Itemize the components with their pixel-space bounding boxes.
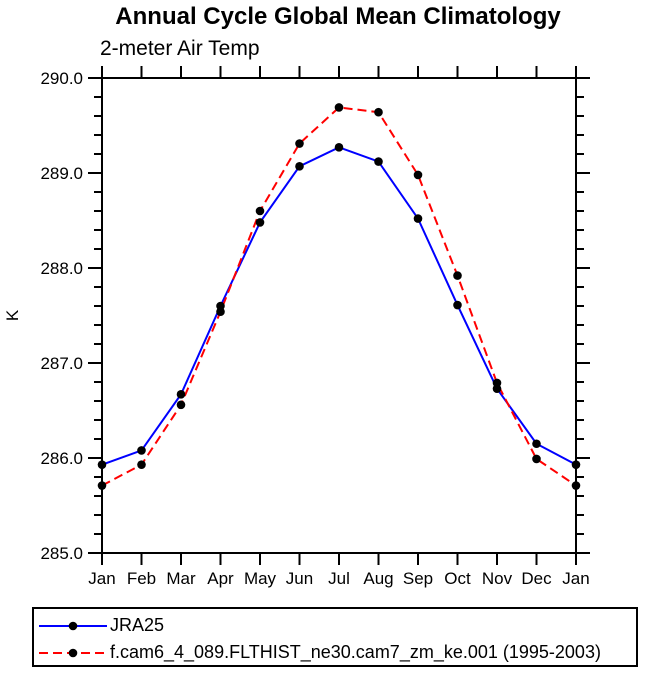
data-point [295,162,304,171]
y-tick-label: 290.0 [40,69,83,88]
x-tick-label: Feb [127,569,156,588]
data-point [374,157,383,166]
data-point [295,139,304,148]
data-point [255,218,265,227]
data-point [453,271,462,280]
x-tick-label: Jan [88,569,115,588]
legend-box: JRA25 f.cam6_4_089.FLTHIST_ne30.cam7_zm_… [32,607,638,667]
y-tick-label: 286.0 [40,449,83,468]
data-point [413,214,423,223]
data-point [571,460,581,469]
tick-labels: 285.0 286.0 287.0 288.0 289.0 290.0 Jan Feb Mar A… [3,69,590,588]
data-point [532,439,541,449]
data-point [374,107,383,117]
series-markers-0 [97,143,581,469]
x-tick-label: Nov [482,569,513,588]
data-point [453,300,462,310]
data-point [176,400,186,410]
data-point [255,206,265,216]
legend-line-sample-jra25 [39,621,107,630]
data-point [137,446,146,455]
data-point [137,460,146,469]
data-point [97,481,107,490]
x-tick-label: May [244,569,277,588]
data-point [571,481,581,490]
data-point [532,454,541,464]
y-axis-label: K [3,309,22,321]
chart-subtitle: 2-meter Air Temp [100,37,260,60]
x-tick-label: Apr [207,569,234,588]
plot-canvas: 285.0 286.0 287.0 288.0 289.0 290.0 Jan Feb Mar A… [3,66,590,588]
legend-label: f.cam6_4_089.FLTHIST_ne30.cam7_zm_ke.001… [110,642,601,662]
legend-sample-marker [68,648,78,657]
legend-label: JRA25 [110,615,165,635]
data-point [492,378,502,388]
legend-line-sample-model [39,648,107,657]
data-point [176,390,186,399]
data-point [97,460,107,469]
x-tick-label: Aug [363,569,393,588]
data-point [216,307,225,317]
data-point [334,103,344,112]
series-markers-1 [97,103,581,490]
legend-item: f.cam6_4_089.FLTHIST_ne30.cam7_zm_ke.001… [38,639,636,666]
data-point [334,143,344,152]
x-tick-label: Sep [403,569,433,588]
x-tick-label: Jun [286,569,313,588]
y-tick-label: 287.0 [40,354,83,373]
x-tick-label: Mar [166,569,196,588]
axes [88,66,590,565]
legend-sample-marker [68,621,78,630]
y-tick-label: 285.0 [40,544,83,563]
y-tick-label: 288.0 [40,259,83,278]
data-point [413,170,423,180]
series-line-1 [101,106,577,487]
x-tick-label: Dec [521,569,552,588]
chart-title: Annual Cycle Global Mean Climatology [115,3,561,30]
x-tick-label: Jan [562,569,589,588]
x-tick-label: Jul [328,569,350,588]
x-tick-label: Oct [444,569,471,588]
legend-item: JRA25 [38,612,636,639]
y-tick-label: 289.0 [40,164,83,183]
